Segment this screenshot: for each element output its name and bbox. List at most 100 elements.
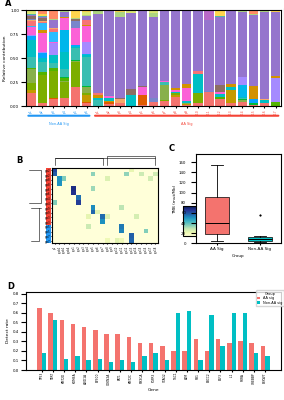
Bar <box>82 42 91 54</box>
Bar <box>149 17 158 98</box>
Bar <box>71 60 80 61</box>
Bar <box>204 11 214 20</box>
Bar <box>60 80 69 82</box>
Bar <box>82 15 91 16</box>
Bar <box>164 360 169 370</box>
Bar <box>97 358 102 370</box>
Bar <box>160 10 169 81</box>
Bar <box>46 182 51 187</box>
Bar <box>71 62 80 87</box>
Bar <box>142 356 147 370</box>
Bar <box>71 28 80 45</box>
Bar <box>104 98 114 100</box>
Bar <box>60 10 69 11</box>
Bar <box>49 43 58 55</box>
Bar <box>104 10 114 95</box>
Bar <box>182 103 191 104</box>
Bar <box>194 340 198 370</box>
Bar <box>249 10 258 14</box>
Bar <box>149 343 153 370</box>
X-axis label: Group: Group <box>232 254 245 258</box>
Bar <box>171 97 180 106</box>
Bar <box>149 102 158 106</box>
Bar <box>37 62 47 72</box>
Bar <box>49 55 58 63</box>
Bar <box>37 103 47 106</box>
Bar <box>46 215 51 220</box>
Bar <box>215 92 225 94</box>
Bar <box>71 18 80 19</box>
Bar <box>53 320 57 370</box>
Bar <box>238 341 243 370</box>
Text: AA Sig: AA Sig <box>181 122 193 126</box>
Bar <box>71 45 80 46</box>
Bar <box>104 102 114 104</box>
Bar <box>37 30 47 33</box>
Text: C: C <box>169 144 175 153</box>
Bar <box>265 356 270 370</box>
Bar <box>138 343 142 370</box>
Bar <box>71 10 80 18</box>
Bar <box>171 351 176 370</box>
Bar <box>209 315 214 370</box>
Bar <box>215 10 225 16</box>
Bar <box>26 40 36 57</box>
Bar <box>82 26 91 42</box>
Bar <box>160 346 164 370</box>
Bar <box>26 11 36 14</box>
Y-axis label: Detect rate: Detect rate <box>6 318 10 343</box>
Bar <box>37 18 47 21</box>
Bar <box>49 63 58 68</box>
Bar <box>71 87 80 106</box>
Bar <box>71 46 80 48</box>
Bar <box>49 32 58 42</box>
Bar <box>126 11 136 13</box>
Bar <box>46 224 51 229</box>
Bar <box>46 168 51 173</box>
Bar <box>226 90 236 103</box>
Bar <box>82 327 86 370</box>
Bar <box>226 84 236 87</box>
Bar <box>60 69 69 77</box>
Bar <box>46 239 51 243</box>
Bar <box>46 192 51 196</box>
Bar <box>137 95 147 105</box>
Bar <box>37 14 47 16</box>
Bar <box>176 313 180 370</box>
Bar <box>46 210 51 215</box>
Bar <box>82 12 91 15</box>
Bar <box>260 10 269 11</box>
Bar <box>26 20 36 21</box>
Bar <box>171 93 180 95</box>
Bar <box>171 92 180 93</box>
Y-axis label: TMB (mut/Mb): TMB (mut/Mb) <box>173 184 177 214</box>
Bar <box>60 98 69 106</box>
Bar <box>46 234 51 239</box>
Bar <box>26 57 36 68</box>
Bar <box>220 346 225 370</box>
Bar <box>215 16 225 17</box>
Bar <box>153 353 158 370</box>
Text: D: D <box>8 282 15 290</box>
Bar <box>149 10 158 13</box>
Bar <box>237 99 247 100</box>
Bar <box>46 206 51 210</box>
Bar <box>260 100 269 103</box>
Bar <box>149 98 158 102</box>
Bar <box>182 104 191 105</box>
Bar <box>237 86 247 97</box>
Bar <box>182 351 187 370</box>
Bar <box>37 22 47 30</box>
Bar <box>271 10 280 12</box>
Bar <box>37 52 47 53</box>
Bar <box>93 14 103 94</box>
Bar <box>46 220 51 224</box>
Bar <box>82 87 91 93</box>
Bar <box>82 95 91 102</box>
Bar <box>271 78 280 102</box>
Legend: AA sig, Non-AA sig: AA sig, Non-AA sig <box>256 290 284 306</box>
Bar <box>127 336 131 370</box>
Bar <box>71 20 80 28</box>
Bar <box>26 19 36 20</box>
PathPatch shape <box>205 197 229 234</box>
